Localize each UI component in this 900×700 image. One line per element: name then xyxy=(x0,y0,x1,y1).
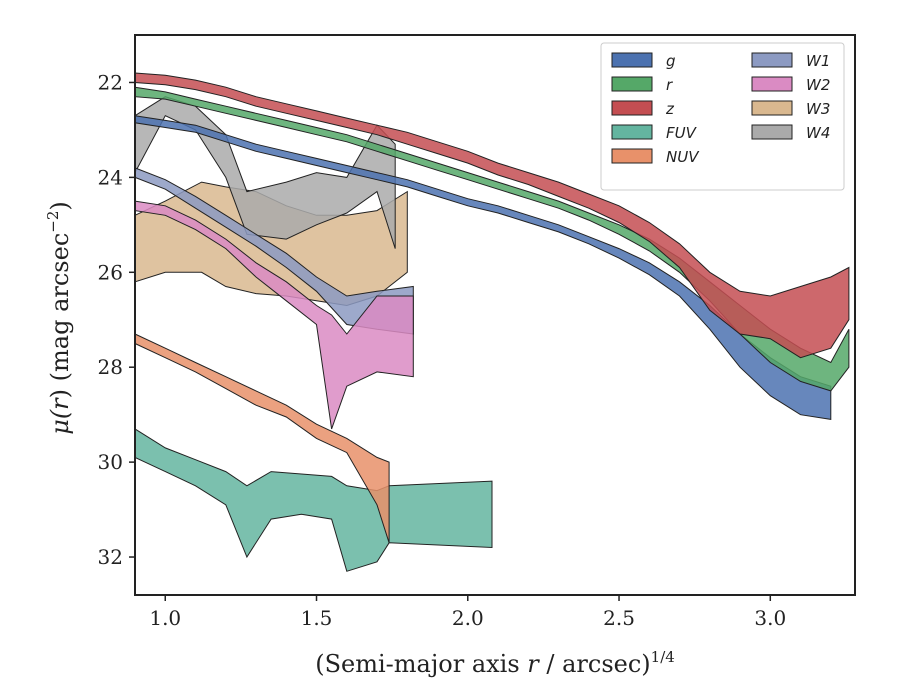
legend-swatch xyxy=(611,52,653,68)
legend-label: W3 xyxy=(806,100,830,118)
series-area-g xyxy=(134,115,832,420)
x-tick-label: 3.0 xyxy=(754,606,786,630)
legend-swatch xyxy=(611,76,653,92)
legend-label: FUV xyxy=(666,124,698,142)
legend-item-w1: W1 xyxy=(751,52,830,70)
legend-label: z xyxy=(665,100,675,118)
legend-item-w3: W3 xyxy=(751,100,830,118)
series-areas xyxy=(134,72,850,572)
y-tick-label: 28 xyxy=(98,355,123,379)
legend-item-z: z xyxy=(611,100,675,118)
legend-swatch xyxy=(751,52,793,68)
legend-item-r: r xyxy=(611,76,673,94)
y-axis-title: μ(r) (mag arcsec−2) xyxy=(44,201,74,435)
series-area-r xyxy=(134,86,850,392)
legend-swatch xyxy=(611,124,653,140)
legend-label: r xyxy=(666,76,673,94)
series-area-w2 xyxy=(134,200,414,430)
series-area-nuv xyxy=(134,333,390,543)
x-tick-label: 1.0 xyxy=(149,606,181,630)
legend-item-fuv: FUV xyxy=(611,124,698,142)
x-tick-label: 2.0 xyxy=(452,606,484,630)
x-tick-label: 2.5 xyxy=(603,606,635,630)
legend-label: g xyxy=(666,52,676,70)
x-axis-ticks: 1.0 1.5 2.0 2.5 3.0 xyxy=(149,595,786,630)
legend-swatch xyxy=(751,100,793,116)
legend-item-g: g xyxy=(611,52,676,70)
legend-swatch xyxy=(611,100,653,116)
legend-item-w4: W4 xyxy=(751,124,830,142)
y-tick-label: 32 xyxy=(98,545,123,569)
x-axis-title: (Semi-major axis r / arcsec)1/4 xyxy=(315,648,675,678)
y-tick-label: 24 xyxy=(98,165,123,189)
legend: grz FUV NUV W1 W2 W3 W4 xyxy=(600,42,845,191)
legend-item-nuv: NUV xyxy=(611,148,700,166)
y-tick-label: 22 xyxy=(98,70,123,94)
legend-label: W1 xyxy=(806,52,830,70)
y-tick-label: 30 xyxy=(98,450,123,474)
legend-swatch xyxy=(751,76,793,92)
legend-item-w2: W2 xyxy=(751,76,830,94)
x-tick-label: 1.5 xyxy=(301,606,333,630)
legend-swatch xyxy=(751,124,793,140)
y-tick-label: 26 xyxy=(98,260,123,284)
legend-swatch xyxy=(611,148,653,164)
y-axis-ticks: 22 24 26 28 30 32 xyxy=(98,70,135,569)
legend-label: W2 xyxy=(806,76,830,94)
series-area-w4 xyxy=(134,96,396,249)
series-area-fuv xyxy=(134,427,493,572)
series-area-z xyxy=(134,72,850,359)
legend-label: NUV xyxy=(666,148,700,166)
legend-label: W4 xyxy=(806,124,830,142)
plot-frame xyxy=(134,34,856,596)
